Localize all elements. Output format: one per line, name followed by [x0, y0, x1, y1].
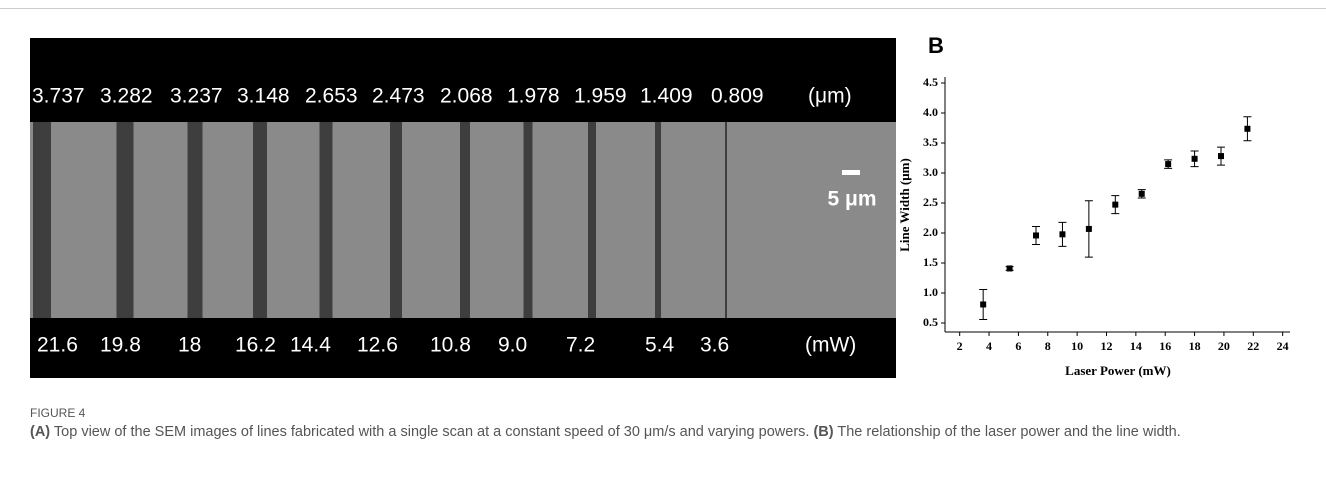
x-tick-label: 20	[1218, 339, 1230, 353]
sem-line	[390, 122, 402, 318]
x-tick-label: 12	[1100, 339, 1112, 353]
y-tick-label: 1.5	[923, 255, 938, 269]
power-unit: (mW)	[805, 334, 856, 357]
power-label: 10.8	[430, 334, 471, 357]
page: A 5 μm (μm) (mW) B Laser Power (mW) Line…	[0, 0, 1326, 488]
width-label: 3.237	[170, 85, 223, 108]
point	[980, 301, 986, 307]
y-tick-label: 2.0	[923, 225, 938, 239]
point	[1059, 231, 1065, 237]
x-tick-label: 22	[1247, 339, 1259, 353]
power-label: 19.8	[100, 334, 141, 357]
width-label: 1.978	[507, 85, 560, 108]
figure: A 5 μm (μm) (mW) B Laser Power (mW) Line…	[0, 0, 1326, 400]
y-tick-label: 3.0	[923, 165, 938, 179]
y-axis-label: Line Width (μm)	[897, 158, 912, 252]
width-label: 3.737	[32, 85, 85, 108]
caption-label: (B)	[813, 424, 833, 440]
x-tick-label: 16	[1159, 339, 1171, 353]
point	[1244, 126, 1250, 132]
sem-line	[320, 122, 333, 318]
y-tick-label: 0.5	[923, 315, 938, 329]
width-label: 2.068	[440, 85, 493, 108]
width-label: 1.409	[640, 85, 693, 108]
point	[1112, 202, 1118, 208]
power-label: 12.6	[357, 334, 398, 357]
x-tick-label: 14	[1130, 339, 1142, 353]
y-tick-label: 4.5	[923, 75, 938, 89]
sem-line	[588, 122, 596, 318]
y-tick-label: 3.5	[923, 135, 938, 149]
x-axis-label: Laser Power (mW)	[1065, 363, 1171, 378]
figure-label: FIGURE 4	[30, 403, 1310, 424]
x-tick-label: 6	[1015, 339, 1021, 353]
power-label: 18	[178, 334, 201, 357]
x-tick-label: 8	[1045, 339, 1051, 353]
point	[1033, 232, 1039, 238]
width-unit: (μm)	[808, 85, 852, 108]
width-label: 1.959	[574, 85, 627, 108]
power-label: 9.0	[498, 334, 527, 357]
panel-label: B	[928, 33, 944, 58]
scale-label: 5 μm	[827, 188, 876, 211]
point	[1139, 191, 1145, 197]
width-label: 0.809	[711, 85, 764, 108]
x-tick-label: 2	[957, 339, 963, 353]
point	[1165, 161, 1171, 167]
sem-line	[725, 122, 727, 318]
x-tick-label: 24	[1277, 339, 1289, 353]
caption-text: The relationship of the laser power and …	[837, 424, 1180, 440]
width-label: 3.282	[100, 85, 153, 108]
point	[1007, 265, 1013, 271]
width-label: 2.653	[305, 85, 358, 108]
sem-line	[524, 122, 533, 318]
sem-line	[188, 122, 203, 318]
sem-line	[253, 122, 267, 318]
caption: (A) Top view of the SEM images of lines …	[30, 422, 1310, 443]
power-label: 5.4	[645, 334, 675, 357]
sem-line	[655, 122, 661, 318]
caption-text: Top view of the SEM images of lines fabr…	[54, 424, 810, 440]
power-label: 21.6	[37, 334, 78, 357]
width-label: 3.148	[237, 85, 290, 108]
width-label: 2.473	[372, 85, 425, 108]
sem-line	[117, 122, 134, 318]
power-label: 14.4	[290, 334, 331, 357]
caption-label: (A)	[30, 424, 50, 440]
x-tick-label: 4	[986, 339, 992, 353]
x-tick-label: 18	[1189, 339, 1201, 353]
y-tick-label: 4.0	[923, 105, 938, 119]
sem-line	[460, 122, 470, 318]
power-label: 7.2	[566, 334, 595, 357]
power-label: 16.2	[235, 334, 276, 357]
sem-line	[33, 122, 51, 318]
point	[1086, 226, 1092, 232]
scale-bar	[842, 170, 860, 175]
x-tick-label: 10	[1071, 339, 1083, 353]
point	[1192, 156, 1198, 162]
point	[1218, 153, 1224, 159]
y-tick-label: 1.0	[923, 285, 938, 299]
y-tick-label: 2.5	[923, 195, 938, 209]
power-label: 3.6	[700, 334, 729, 357]
